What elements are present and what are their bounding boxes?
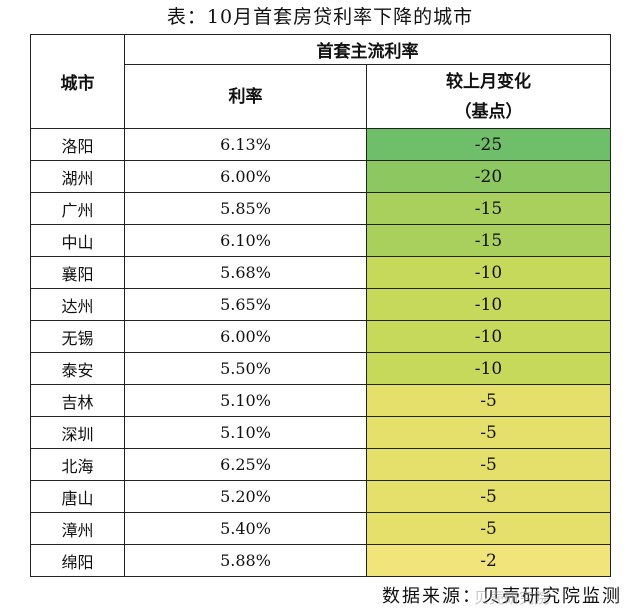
change-cell: -5 (366, 480, 611, 513)
change-cell: -10 (366, 256, 611, 289)
city-cell: 无锡 (30, 320, 125, 353)
table-row: 广州 5.85% -15 (30, 192, 611, 225)
table-row: 泰安 5.50% -10 (30, 352, 611, 385)
change-cell: -5 (366, 384, 611, 417)
city-cell: 泰安 (30, 352, 125, 385)
rate-cell: 6.25% (124, 448, 367, 481)
header-group: 首套主流利率 (124, 34, 611, 65)
change-cell: -5 (366, 512, 611, 545)
rate-cell: 6.00% (124, 320, 367, 353)
city-cell: 绵阳 (30, 544, 125, 577)
header-city: 城市 (30, 34, 125, 129)
table-row: 绵阳 5.88% -2 (30, 544, 611, 577)
city-cell: 唐山 (30, 480, 125, 513)
table-row: 无锡 6.00% -10 (30, 320, 611, 353)
source-note: 数据来源：贝壳研究院监测 (382, 586, 622, 607)
header-change: 较上月变化 （基点） (366, 64, 611, 129)
city-cell: 广州 (30, 192, 125, 225)
rate-cell: 5.88% (124, 544, 367, 577)
table-row: 达州 5.65% -10 (30, 288, 611, 321)
change-cell: -15 (366, 192, 611, 225)
city-cell: 北海 (30, 448, 125, 481)
rate-cell: 5.50% (124, 352, 367, 385)
table-row: 吉林 5.10% -5 (30, 384, 611, 417)
change-cell: -20 (366, 160, 611, 193)
table-row: 中山 6.10% -15 (30, 224, 611, 257)
rate-cell: 5.10% (124, 416, 367, 449)
city-cell: 中山 (30, 224, 125, 257)
rate-cell: 6.10% (124, 224, 367, 257)
change-cell: -10 (366, 288, 611, 321)
rate-cell: 5.85% (124, 192, 367, 225)
city-cell: 达州 (30, 288, 125, 321)
table-row: 唐山 5.20% -5 (30, 480, 611, 513)
change-cell: -25 (366, 128, 611, 161)
rate-cell: 5.68% (124, 256, 367, 289)
rate-cell: 5.65% (124, 288, 367, 321)
table-row: 北海 6.25% -5 (30, 448, 611, 481)
rate-cell: 5.20% (124, 480, 367, 513)
rate-cell: 5.40% (124, 512, 367, 545)
table-title: 表：10月首套房贷利率下降的城市 (166, 6, 474, 28)
rate-table: 城市 首套主流利率 利率 较上月变化 （基点） 洛阳 6.13% -25 湖州 6.00… (30, 34, 611, 577)
change-cell: -10 (366, 352, 611, 385)
rate-cell: 6.13% (124, 128, 367, 161)
header-change-label: 较上月变化 (446, 71, 531, 92)
watermark-logo: 贝壳研究院 (474, 589, 550, 607)
city-cell: 深圳 (30, 416, 125, 449)
table-row: 深圳 5.10% -5 (30, 416, 611, 449)
table-row: 洛阳 6.13% -25 (30, 128, 611, 161)
change-cell: -2 (366, 544, 611, 577)
city-cell: 湖州 (30, 160, 125, 193)
city-cell: 襄阳 (30, 256, 125, 289)
city-cell: 洛阳 (30, 128, 125, 161)
rate-cell: 6.00% (124, 160, 367, 193)
rate-cell: 5.10% (124, 384, 367, 417)
table-body: 洛阳 6.13% -25 湖州 6.00% -20 广州 5.85% -15 中山 6.10% -15… (30, 128, 611, 577)
change-cell: -10 (366, 320, 611, 353)
city-cell: 漳州 (30, 512, 125, 545)
table-row: 漳州 5.40% -5 (30, 512, 611, 545)
header-rate: 利率 (124, 64, 367, 129)
change-cell: -5 (366, 448, 611, 481)
city-cell: 吉林 (30, 384, 125, 417)
table-row: 襄阳 5.68% -10 (30, 256, 611, 289)
header-change-unit: （基点） (454, 101, 523, 122)
table-row: 湖州 6.00% -20 (30, 160, 611, 193)
change-cell: -5 (366, 416, 611, 449)
change-cell: -15 (366, 224, 611, 257)
